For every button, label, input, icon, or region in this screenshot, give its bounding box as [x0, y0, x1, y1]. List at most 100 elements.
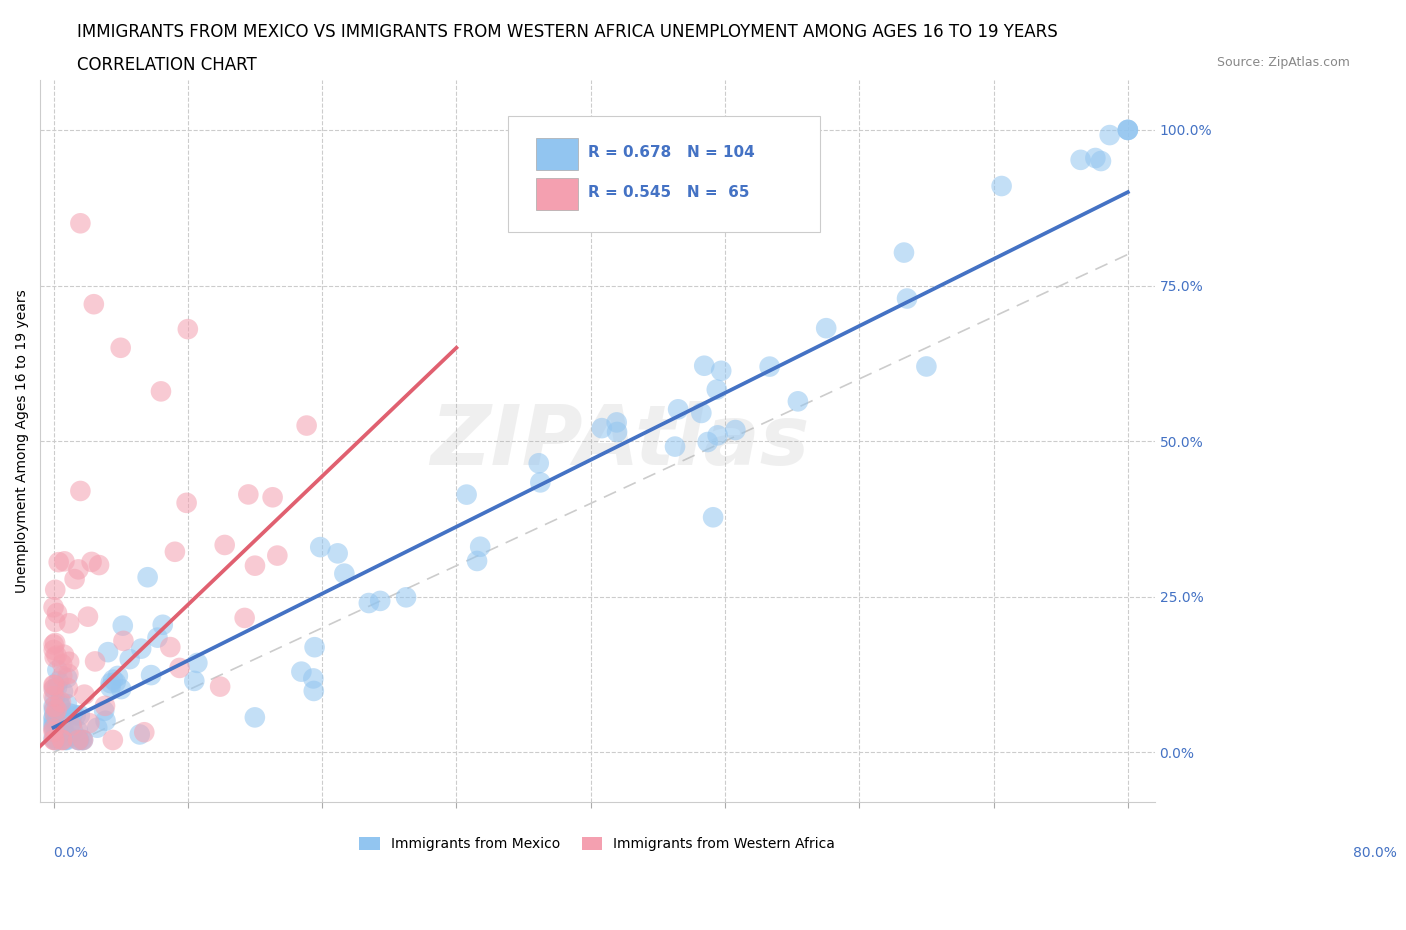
Point — [290, 664, 312, 679]
Point — [63, 572, 86, 587]
Point — [60, 718, 83, 733]
Text: R = 0.678   N = 104: R = 0.678 N = 104 — [589, 145, 755, 160]
Point — [333, 566, 356, 581]
Point — [44, 682, 66, 697]
Point — [65, 709, 87, 724]
Point — [107, 669, 129, 684]
Point — [93, 703, 115, 718]
Point — [58, 706, 80, 721]
Point — [42, 689, 65, 704]
Point — [163, 544, 186, 559]
Point — [139, 668, 162, 683]
Point — [67, 733, 90, 748]
Point — [42, 703, 65, 718]
Point — [110, 340, 132, 355]
Point — [243, 558, 266, 573]
Point — [42, 710, 65, 724]
Point — [97, 644, 120, 659]
Point — [87, 558, 110, 573]
Point — [465, 553, 488, 568]
Point — [53, 554, 76, 569]
FancyBboxPatch shape — [536, 138, 578, 170]
Point — [186, 656, 208, 671]
Point — [73, 687, 96, 702]
Point — [83, 297, 105, 312]
Point — [326, 546, 349, 561]
Point — [696, 434, 718, 449]
Point — [44, 699, 66, 714]
Point — [44, 707, 66, 722]
Point — [118, 652, 141, 667]
Point — [49, 695, 72, 710]
Text: R = 0.545   N =  65: R = 0.545 N = 65 — [589, 185, 749, 200]
Point — [44, 582, 66, 597]
Point — [101, 672, 124, 687]
Point — [44, 635, 66, 650]
Point — [183, 673, 205, 688]
Point — [66, 724, 89, 738]
Point — [309, 539, 332, 554]
Point — [758, 359, 780, 374]
Y-axis label: Unemployment Among Ages 16 to 19 years: Unemployment Among Ages 16 to 19 years — [15, 289, 30, 593]
Point — [56, 728, 79, 743]
FancyBboxPatch shape — [508, 116, 820, 232]
Point — [69, 216, 91, 231]
Point — [177, 322, 200, 337]
Point — [302, 671, 325, 685]
Point — [915, 359, 938, 374]
Point — [1084, 151, 1107, 166]
Point — [60, 715, 83, 730]
Point — [77, 609, 100, 624]
Point — [42, 600, 65, 615]
Point — [45, 733, 67, 748]
Point — [693, 358, 716, 373]
Point — [51, 733, 73, 748]
Point — [56, 681, 79, 696]
Point — [368, 593, 391, 608]
Point — [55, 733, 77, 748]
Point — [52, 647, 75, 662]
Point — [51, 733, 73, 748]
Point — [42, 699, 65, 714]
Point — [42, 724, 65, 739]
Point — [42, 682, 65, 697]
Point — [42, 722, 65, 737]
Point — [159, 640, 181, 655]
Point — [42, 678, 65, 693]
Point — [527, 456, 550, 471]
Point — [1116, 123, 1139, 138]
Point — [62, 723, 84, 737]
Point — [51, 657, 73, 671]
Point — [52, 724, 75, 738]
Point — [129, 641, 152, 656]
Point — [243, 710, 266, 724]
Point — [134, 724, 156, 739]
Point — [152, 618, 174, 632]
Point — [72, 733, 94, 748]
Point — [295, 418, 318, 433]
Point — [302, 684, 325, 698]
Point — [69, 708, 91, 723]
Point — [42, 721, 65, 736]
Point — [46, 662, 69, 677]
Point — [1098, 127, 1121, 142]
Text: 80.0%: 80.0% — [1353, 845, 1396, 859]
Point — [67, 733, 90, 748]
Point — [1116, 123, 1139, 138]
Point — [42, 711, 65, 726]
Text: ZIPAtlas: ZIPAtlas — [430, 401, 810, 482]
Point — [44, 733, 66, 748]
Point — [110, 682, 132, 697]
Point — [470, 539, 492, 554]
Point — [46, 605, 69, 620]
Point — [80, 554, 103, 569]
Point — [606, 415, 628, 430]
Point — [128, 727, 150, 742]
Point — [146, 631, 169, 645]
Point — [58, 655, 80, 670]
Point — [233, 610, 256, 625]
Point — [55, 733, 77, 748]
Point — [702, 510, 724, 525]
Point — [53, 732, 76, 747]
Point — [42, 637, 65, 652]
